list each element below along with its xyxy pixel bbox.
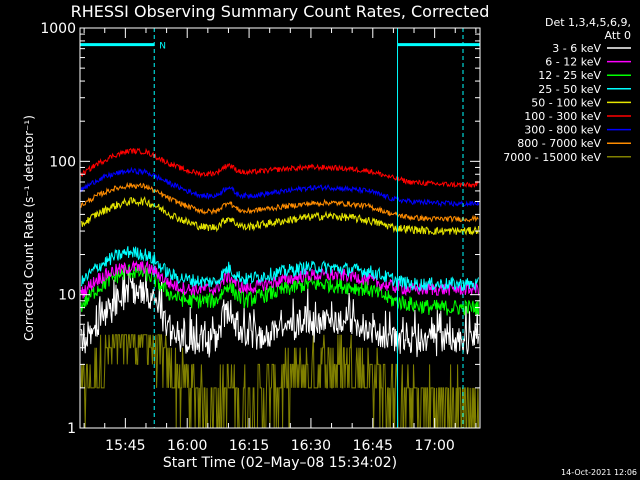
series-line-6-12kev [80,259,480,299]
x-tick-label: 16:15 [229,438,269,454]
legend-label: 25 - 50 keV [538,83,601,96]
x-tick-label: 16:00 [167,438,207,454]
series-line-12-25kev [80,264,480,316]
series-line-300-800kev [80,166,480,208]
legend-label: 6 - 12 keV [545,56,601,69]
legend-label: 100 - 300 keV [524,110,601,123]
legend-label: 800 - 7000 keV [517,137,601,150]
legend-label: 3 - 6 keV [552,42,601,55]
x-tick-label: 16:45 [353,438,393,454]
legend-label: 7000 - 15000 keV [503,151,601,164]
flag-label-0: N [159,42,166,52]
y-axis-label: Corrected Count Rate (s⁻¹ detector⁻¹) [22,115,36,341]
legend-header-line-2: Att 0 [605,29,631,42]
plot-area: N [80,28,480,429]
series-line-100-300kev [80,147,480,188]
x-tick-label: 15:45 [105,438,145,454]
x-axis-label: Start Time (02–May–08 15:34:02) [163,455,397,471]
timestamp: 14-Oct-2021 12:06 [561,468,637,477]
plot-frame [79,27,481,429]
x-tick-label: 17:00 [414,438,454,454]
chart-title: RHESSI Observing Summary Count Rates, Co… [71,2,490,21]
y-tick-label: 10 [58,288,76,304]
legend-header-line-1: Det 1,3,4,5,6,9, [545,16,631,29]
series-line-50-100kev [80,195,480,236]
y-tick-label: 1 [67,421,76,437]
legend-label: 50 - 100 keV [531,96,601,109]
series-line-800-7000kev [80,181,479,223]
y-tick-label: 100 [49,154,76,170]
series-line-7000-15000kev [80,334,480,429]
series-line-3-6kev [80,265,480,358]
series-line-25-50kev [80,246,480,293]
y-tick-label: 1000 [40,21,76,37]
x-tick-label: 16:30 [291,438,331,454]
legend-label: 300 - 800 keV [524,124,601,137]
legend-label: 12 - 25 keV [538,69,601,82]
